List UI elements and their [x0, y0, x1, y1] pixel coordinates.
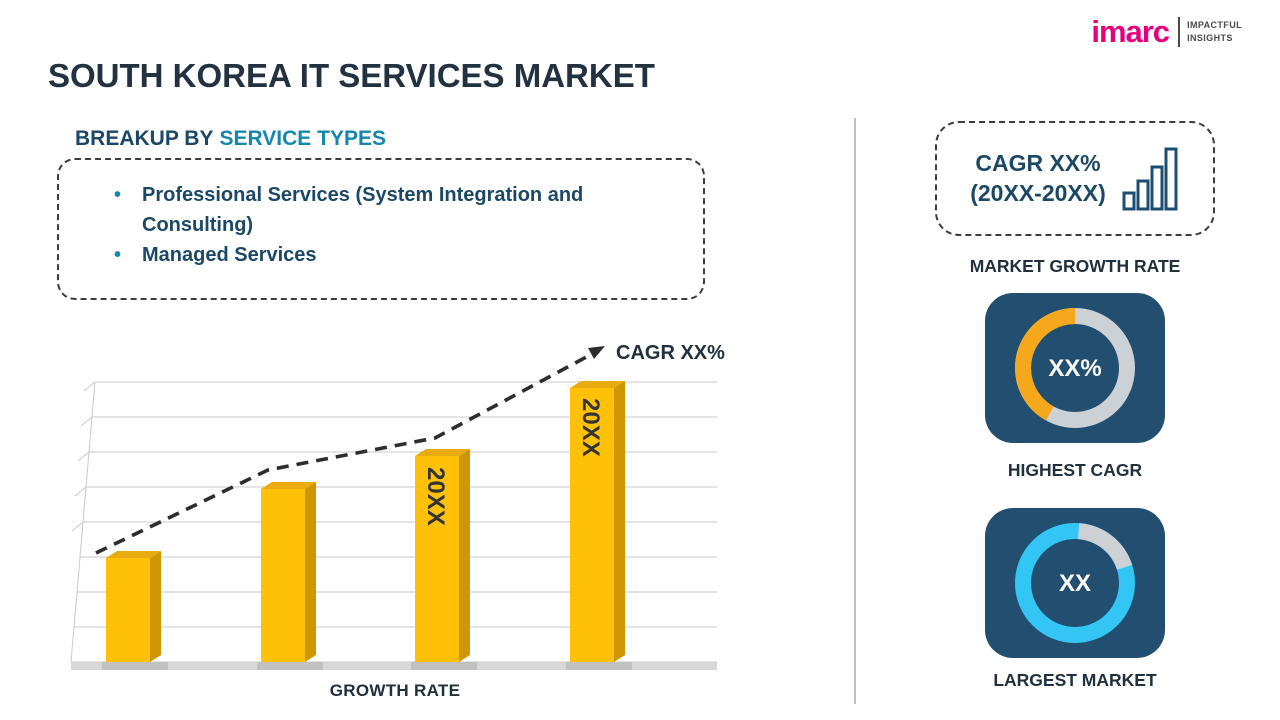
- list-item: Managed Services: [104, 240, 675, 270]
- imarc-wordmark: imarc: [1091, 14, 1170, 49]
- logo-tagline-line2: INSIGHTS: [1187, 32, 1233, 43]
- highest-cagr-label: HIGHEST CAGR: [1007, 460, 1143, 480]
- chart-floor: [71, 662, 717, 670]
- bar-label-20xx: 20XX: [422, 467, 449, 526]
- breakup-heading-prefix: BREAKUP BY: [75, 127, 214, 150]
- largest-market-value: XX: [1059, 570, 1091, 597]
- logo-divider: [1178, 16, 1181, 47]
- list-item-text: Managed Services: [142, 244, 317, 266]
- list-item: Professional Services (System Integratio…: [104, 180, 675, 240]
- growth-bar-chart: 20XX 20XX: [65, 340, 730, 672]
- vertical-divider: [854, 118, 856, 704]
- market-growth-rate-box: CAGR XX% (20XX-20XX): [935, 121, 1215, 236]
- cagr-box-text: CAGR XX% (20XX-20XX): [970, 149, 1106, 209]
- bar-3: 20XX: [415, 449, 470, 662]
- breakup-heading-highlight: SERVICE TYPES: [219, 127, 386, 150]
- imarc-logo: imarc IMPACTFUL INSIGHTS: [1091, 16, 1242, 47]
- list-item-text: Professional Services (System Integratio…: [142, 184, 584, 236]
- growth-bar-chart-svg: 20XX 20XX: [70, 346, 717, 670]
- logo-tagline-line1: IMPACTFUL: [1187, 20, 1242, 31]
- cagr-value-line: CAGR XX%: [975, 149, 1101, 176]
- trend-arrow: [95, 346, 605, 555]
- service-types-list: Professional Services (System Integratio…: [104, 180, 675, 270]
- largest-market-donut: XX: [1015, 523, 1135, 643]
- highest-cagr-card: XX%: [985, 293, 1165, 443]
- trend-arrowhead: [588, 346, 605, 359]
- largest-market-label: LARGEST MARKET: [993, 670, 1157, 690]
- x-axis-label: GROWTH RATE: [329, 681, 461, 700]
- market-growth-rate-label: MARKET GROWTH RATE: [969, 256, 1181, 276]
- page-title: SOUTH KOREA IT SERVICES MARKET: [48, 57, 655, 94]
- highest-cagr-donut: XX%: [1015, 308, 1135, 428]
- logo-tagline: IMPACTFUL INSIGHTS: [1187, 19, 1242, 43]
- bar-1: [106, 551, 161, 662]
- bar-shadows: [102, 662, 632, 670]
- highest-cagr-value: XX%: [1048, 355, 1101, 382]
- trend-cagr-label: CAGR XX%: [616, 342, 725, 364]
- bar-chart-icon: [1122, 147, 1178, 210]
- breakup-heading: BREAKUP BY SERVICE TYPES: [75, 127, 386, 151]
- largest-market-card: XX: [985, 508, 1165, 658]
- bar-label-20xx: 20XX: [577, 398, 604, 457]
- bar-4: 20XX: [570, 381, 625, 662]
- bar-2: [261, 482, 316, 662]
- service-types-box: Professional Services (System Integratio…: [57, 158, 705, 300]
- cagr-period-line: (20XX-20XX): [970, 179, 1106, 206]
